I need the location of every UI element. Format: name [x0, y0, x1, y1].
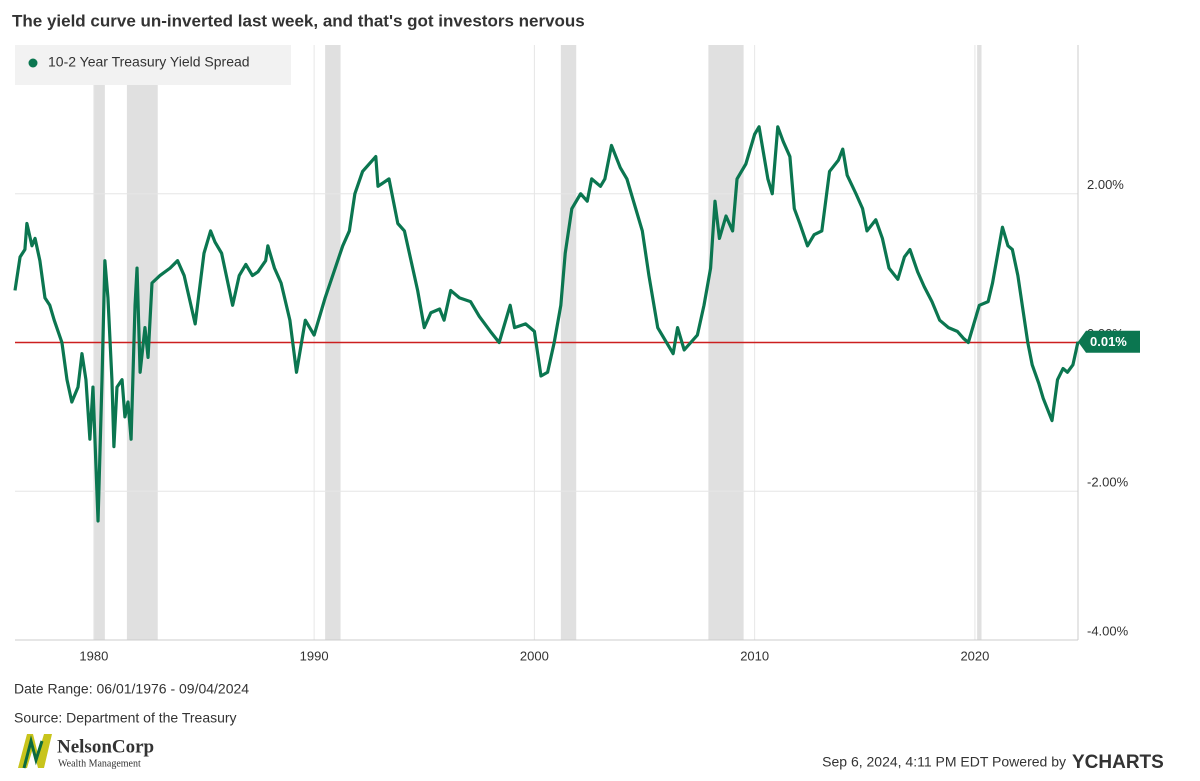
plot-area: 19801990200020102020-4.00%-2.00%0.00%2.0… — [13, 45, 1140, 663]
y-tick-label: -4.00% — [1087, 623, 1129, 638]
date-range: Date Range: 06/01/1976 - 09/04/2024 — [14, 681, 249, 697]
source: Source: Department of the Treasury — [14, 710, 237, 726]
y-tick-label: 2.00% — [1087, 177, 1124, 192]
legend-marker — [28, 58, 38, 68]
x-tick-label: 2020 — [960, 648, 989, 663]
logo-name: NelsonCorp — [57, 736, 154, 757]
end-label: 0.01% — [1090, 334, 1127, 349]
brand: YCHARTS — [1072, 752, 1164, 773]
x-tick-label: 2000 — [520, 648, 549, 663]
y-tick-label: -2.00% — [1087, 475, 1129, 490]
timestamp: Sep 6, 2024, 4:11 PM EDT Powered by — [822, 754, 1066, 770]
x-tick-label: 1990 — [300, 648, 329, 663]
legend-box — [15, 45, 291, 85]
x-tick-label: 1980 — [79, 648, 108, 663]
x-tick-label: 2010 — [740, 648, 769, 663]
legend-label: 10-2 Year Treasury Yield Spread — [48, 54, 250, 70]
chart-title: The yield curve un-inverted last week, a… — [12, 11, 585, 30]
series-line — [13, 125, 1080, 523]
end-label-tag — [1078, 330, 1140, 353]
logo-mark-inner — [22, 735, 44, 769]
logo-tagline: Wealth Management — [58, 758, 141, 769]
